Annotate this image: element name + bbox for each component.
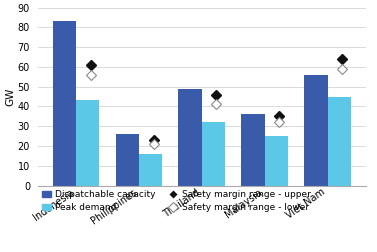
Bar (202, 122, 225, 185)
Bar (265, 136, 288, 185)
Y-axis label: GW: GW (5, 87, 15, 106)
Bar (241, 114, 265, 185)
Bar (178, 89, 202, 185)
Bar (115, 134, 139, 185)
Legend: Dispatchable capacity, Peak demand, Safety margin range - upper, Safety margin r: Dispatchable capacity, Peak demand, Safe… (42, 190, 310, 212)
Bar (328, 97, 351, 185)
Bar (53, 21, 76, 185)
Bar (139, 154, 162, 185)
Bar (76, 101, 99, 185)
Bar (304, 75, 328, 185)
